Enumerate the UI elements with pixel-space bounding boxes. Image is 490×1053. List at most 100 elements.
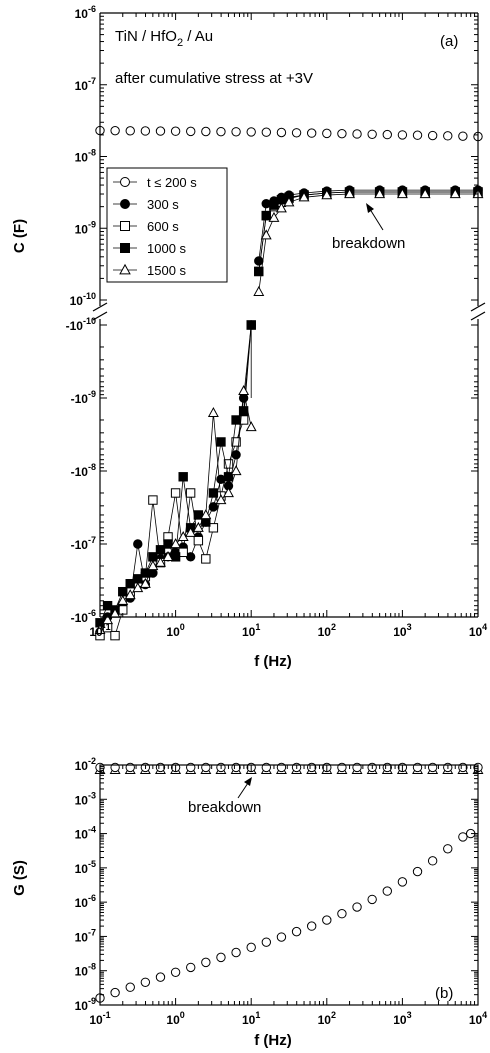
data-point [215,494,227,505]
data-point [178,472,188,482]
data-point [192,521,204,532]
x-tick-label: 10-1 [89,622,110,639]
data-point [260,229,272,240]
data-point [261,127,272,137]
series-0 [95,828,476,1003]
y-tick-label: -10-7 [71,535,96,552]
data-point [230,465,242,476]
panel-b-frame [99,764,479,1006]
panel-a-legend: t ≤ 200 s 300 s 600 s 1000 s 1500 s [106,167,228,283]
data-point [125,579,135,589]
legend-marker [120,221,130,231]
data-point [110,987,120,998]
data-point [193,535,204,546]
data-point [201,517,211,527]
panel-a-x-axis-label: f (Hz) [254,653,292,670]
data-point [306,921,317,931]
data-point [125,126,135,136]
data-point [110,125,120,136]
data-point [208,502,219,512]
y-tick-label: 10-6 [75,4,96,21]
data-point [321,189,333,200]
panel-b-plot-area [94,762,484,1003]
data-point [124,589,136,600]
data-point [397,877,408,887]
data-point [412,866,423,877]
data-point [118,605,128,615]
data-point [382,886,392,896]
data-point [201,554,211,564]
breakdown-arrowhead [244,777,252,786]
data-point [419,188,431,199]
data-point [201,126,211,137]
panel-a-breakdown-label: breakdown [332,235,405,252]
data-point [162,550,174,561]
data-point [449,188,461,199]
data-point [231,437,241,447]
data-point [412,130,423,140]
panel-b-y-axis-label: G (S) [11,860,28,896]
y-tick-label: 10-2 [75,756,96,773]
panel-a-text: TiN / HfO2 / Au after cumulative stress … [11,28,458,670]
y-tick-label: -10-10 [66,316,96,333]
data-point [155,556,166,567]
data-point [427,856,438,866]
panel-a-device-label: TiN / HfO2 / Au [115,28,213,49]
x-tick-label: 102 [318,622,336,639]
data-point [283,196,295,207]
data-point [170,967,181,977]
data-point [238,385,250,396]
data-point [458,131,468,141]
data-point [208,488,219,498]
data-point [254,256,264,266]
legend-label: 600 s [147,219,179,234]
x-tick-label: 100 [166,622,184,639]
panel-b-x-axis-label: f (Hz) [254,1032,292,1049]
data-point [253,285,265,296]
data-point [125,982,135,992]
panel-b-text: breakdown (b) f (Hz) G (S) [11,799,453,1049]
x-tick-label: 104 [469,622,487,639]
y-tick-label: 10-9 [75,996,96,1013]
x-tick-label: 104 [469,1010,487,1027]
data-point [443,131,453,141]
data-point [231,127,241,137]
legend-label: 1500 s [147,263,187,278]
panel-a-label: (a) [440,33,458,50]
data-point [216,126,226,137]
y-tick-label: 10-4 [75,825,96,842]
data-point [344,188,356,199]
data-point [155,545,166,555]
y-tick-label: -10-8 [71,462,96,479]
data-point [200,509,212,520]
data-point [207,407,219,418]
x-tick-label: 101 [242,1010,260,1027]
panel-a-axes: 10-1 100 101 102 103 104 10-6 10-7 10-8 10-9 10-10… [66,4,488,639]
y-tick-label: 10-7 [75,76,96,93]
data-point [170,552,181,562]
panel-a-y-axis-label: C (F) [11,219,28,253]
data-point [322,915,332,925]
panel-a-plot-area [94,125,484,641]
y-tick-label: 10-10 [70,291,96,308]
data-point [140,977,151,987]
legend-label: t ≤ 200 s [147,175,197,190]
breakdown-arrowhead [366,203,374,213]
legend-label: 300 s [147,197,179,212]
data-point [352,129,362,139]
data-point [276,932,287,942]
panel-a: 10-1 100 101 102 103 104 10-6 10-7 10-8 10-9 10-10… [11,4,487,670]
y-tick-label: 10-8 [75,148,96,165]
axis-break-mark [92,311,108,321]
data-point [118,586,128,597]
data-point [397,130,408,140]
data-point [231,415,241,425]
data-point [201,957,211,968]
data-point [231,450,241,460]
data-point [291,128,302,138]
data-point [246,320,256,330]
data-point [186,126,196,137]
legend-marker [120,199,130,209]
panel-b: 10-1 100 101 102 103 104 10-2 10-3 10-4 10-5 10-6 1… [11,756,487,1049]
